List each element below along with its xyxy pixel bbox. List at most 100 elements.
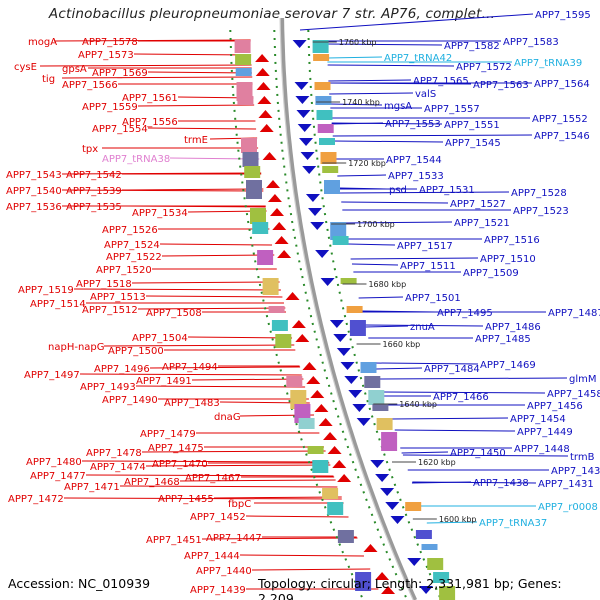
left-feature-block (257, 250, 274, 265)
right-strand-arrow (385, 502, 400, 510)
right-gene-label: APP7_1523 (513, 206, 569, 217)
right-gene-label: APP7_1564 (534, 79, 590, 90)
left-gene-label: APP7_1559 (82, 102, 138, 113)
right-feature-block (368, 390, 385, 405)
right-connector-line (412, 481, 537, 484)
right-feature-block (320, 152, 337, 164)
left-gene-label: APP7_1542 (66, 170, 122, 181)
left-gene-label: APP7_1539 (66, 186, 122, 197)
right-strand-arrow (300, 152, 315, 160)
left-gene-label: dnaG (214, 412, 241, 423)
right-strand-arrow (308, 208, 323, 216)
left-connector-line (179, 479, 336, 482)
kbp-marker-label: 1600 kbp (439, 515, 477, 524)
left-gene-label: mogA (28, 37, 57, 48)
left-connector-line (131, 281, 280, 284)
left-gene-label: tpx (82, 144, 98, 155)
right-connector-line (329, 92, 414, 95)
right-feature-block (315, 96, 332, 105)
right-gene-label: APP7_1583 (503, 37, 559, 48)
right-strand-arrow (302, 166, 317, 174)
right-feature-block (313, 54, 330, 61)
left-connector-line (79, 373, 302, 376)
left-connector-line (137, 104, 255, 107)
left-gene-label: APP7_1524 (104, 240, 160, 251)
right-feature-block (376, 418, 393, 430)
right-gene-label: APP7_tRNA42 (384, 53, 452, 64)
left-strand-arrow (262, 152, 277, 160)
right-strand-arrow (356, 418, 371, 426)
right-connector-line (383, 391, 546, 394)
left-feature-block (242, 152, 259, 167)
right-gene-label: APP7_1450 (450, 448, 506, 459)
right-gene-label: APP7_1486 (485, 322, 541, 333)
left-gene-label: APP7_1477 (30, 471, 86, 482)
left-strand-arrow (270, 208, 285, 216)
left-gene-label: APP7_1534 (132, 208, 188, 219)
left-gene-label: APP7_1573 (78, 50, 134, 61)
left-connector-line (103, 344, 295, 347)
right-strand-arrow (407, 558, 422, 566)
right-feature-block (317, 124, 334, 133)
left-gene-label: gpsA (62, 64, 87, 75)
right-gene-label: APP7_1528 (511, 188, 567, 199)
right-feature-block (324, 180, 340, 194)
kbp-marker-label: 1720 kbp (348, 159, 386, 168)
left-connector-line (201, 537, 358, 540)
right-feature-block (314, 82, 331, 90)
right-strand-arrow (292, 40, 307, 48)
right-connector-line (394, 429, 516, 432)
right-gene-label: APP7_1565 (413, 76, 469, 87)
left-strand-arrow (323, 432, 338, 440)
left-strand-arrow (277, 250, 292, 258)
left-strand-arrow (363, 544, 378, 552)
left-gene-label: tig (42, 74, 55, 85)
left-connector-line (61, 76, 253, 79)
left-feature-block (298, 418, 315, 429)
left-feature-block (322, 488, 339, 499)
left-strand-arrow (318, 418, 333, 426)
right-gene-label: APP7_1544 (386, 155, 442, 166)
right-connector-line (326, 43, 443, 46)
kbp-marker-label: 1660 kbp (383, 340, 421, 349)
left-gene-label: APP7_1471 (64, 482, 120, 493)
right-gene-label: APP7_1546 (534, 131, 590, 142)
left-gene-label: APP7_1566 (62, 80, 118, 91)
left-gene-label: APP7_1479 (140, 429, 196, 440)
right-feature-block (312, 40, 329, 53)
left-connector-line (121, 205, 266, 208)
left-gene-label: APP7_1508 (146, 308, 202, 319)
left-feature-block (337, 530, 354, 543)
left-connector-line (133, 53, 252, 56)
right-strand-arrow (320, 278, 335, 286)
left-gene-label: APP7_1540 (6, 186, 62, 197)
right-feature-block (346, 306, 363, 313)
left-gene-label: APP7_1491 (136, 376, 192, 387)
right-feature-block (360, 362, 377, 373)
backbone-highlight (279, 17, 414, 600)
right-feature-block (332, 236, 349, 245)
right-gene-label: APP7_1552 (532, 114, 588, 125)
left-strand-arrow (295, 334, 310, 342)
right-connector-line (365, 325, 409, 328)
right-strand-arrow (333, 334, 348, 342)
right-feature-block (364, 376, 381, 388)
left-gene-label: APP7_1468 (124, 477, 180, 488)
left-gene-label: APP7_1455 (158, 494, 214, 505)
right-gene-label: APP7_1432 (551, 466, 600, 477)
left-connector-line (161, 254, 275, 257)
left-gene-label: APP7_1500 (108, 346, 164, 357)
left-feature-block (241, 138, 257, 153)
left-feature-block (307, 446, 324, 454)
right-gene-label: APP7_1466 (433, 392, 489, 403)
right-connector-line (341, 201, 449, 204)
gene-labels: mogA APP7_1578 APP7_1573 cysE gpsA APP7_1569t… (6, 10, 600, 596)
left-feature-block (286, 376, 303, 387)
right-gene-label: trmB (570, 452, 595, 463)
left-connector-line (135, 385, 306, 388)
right-strand-arrow (390, 516, 405, 524)
left-feature-block (327, 502, 344, 515)
left-connector-line (63, 497, 342, 500)
left-connector-line (119, 485, 338, 488)
right-gene-label: APP7_1456 (527, 401, 583, 412)
